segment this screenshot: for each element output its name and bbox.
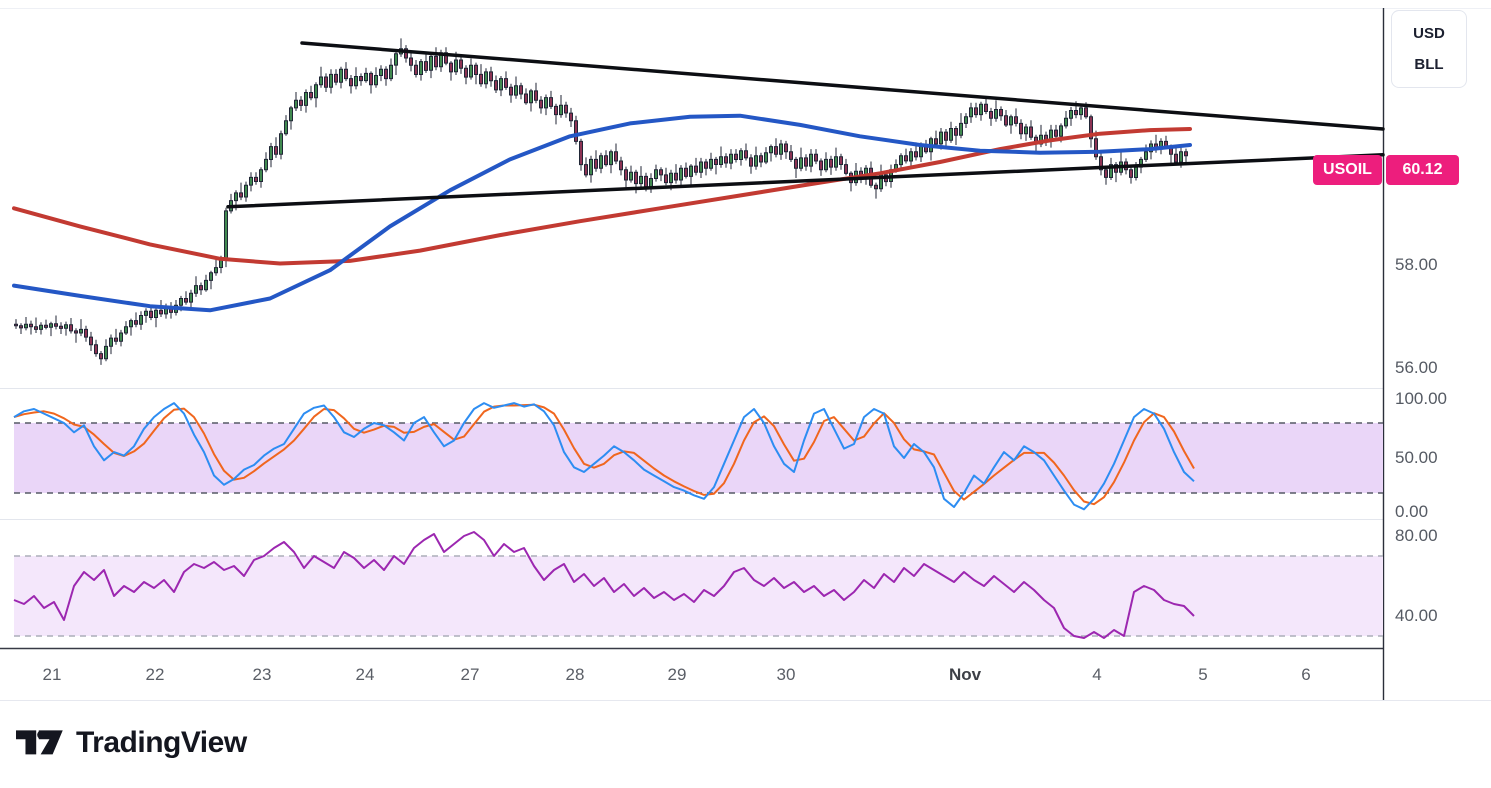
time-axis-label: 6 [1301, 665, 1311, 684]
trendline-lower [226, 153, 1385, 209]
time-axis-label: 24 [355, 665, 375, 684]
candles-down [14, 48, 1188, 360]
price-axis-label: 40.00 [1395, 606, 1438, 625]
price-axis-label: 50.00 [1395, 448, 1438, 467]
unit-label: BLL [1414, 56, 1444, 73]
candles-up [24, 48, 1183, 360]
stochastic-k-line [13, 402, 1195, 511]
last-price-tag: 60.12 [1386, 155, 1459, 185]
price-axis-label: 100.00 [1395, 389, 1447, 408]
time-axis-label: 21 [42, 665, 62, 684]
time-axis-label: 29 [667, 665, 687, 684]
time-axis-label: 28 [565, 665, 585, 684]
time-axis-label: 22 [145, 665, 165, 684]
time-axis-label: 27 [460, 665, 480, 684]
tradingview-logo[interactable]: TradingView [16, 722, 247, 764]
currency-label: USD [1413, 25, 1445, 42]
trendline-upper [300, 41, 1385, 131]
time-axis-label: 5 [1198, 665, 1208, 684]
time-axis-label: 23 [252, 665, 272, 684]
stochastic-d-line [13, 403, 1195, 506]
candle-wicks [15, 38, 1187, 365]
ma-fast-blue [12, 113, 1192, 313]
symbol-price-tag: USOIL [1313, 155, 1382, 185]
price-axis-label: 56.00 [1395, 358, 1438, 377]
time-axis-label: 30 [776, 665, 796, 684]
tradingview-logo-icon [16, 730, 63, 755]
stochastic-band [14, 422, 1383, 493]
price-axis-label: 58.00 [1395, 255, 1438, 274]
rsi-line [13, 531, 1195, 639]
price-axis-label: 0.00 [1395, 502, 1429, 521]
symbol-currency-box: USD BLL [1391, 10, 1467, 88]
time-axis-label: Nov [948, 665, 982, 684]
time-axis-label: 4 [1092, 665, 1102, 684]
tradingview-logo-text: TradingView [76, 726, 247, 759]
price-axis-label: 80.00 [1395, 526, 1438, 545]
ma-slow-red [12, 127, 1192, 266]
